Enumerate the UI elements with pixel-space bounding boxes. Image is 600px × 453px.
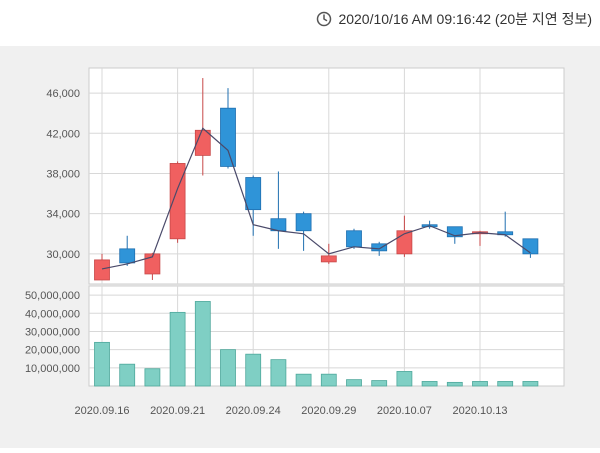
price-tick-label: 34,000 <box>46 209 80 221</box>
volume-bar <box>270 359 287 387</box>
x-tick-label: 2020.09.21 <box>150 405 205 417</box>
candle-body <box>446 226 463 238</box>
volume-bar <box>396 371 413 387</box>
x-tick-label: 2020.10.07 <box>377 405 432 417</box>
moving-average-line <box>101 127 531 270</box>
candle-body <box>94 259 110 281</box>
volume-bar <box>194 301 211 387</box>
stock-chart-panel: 30,000 34,000 38,000 42,000 46,000 10,000,000… <box>0 46 600 448</box>
candle-body <box>144 253 161 275</box>
candle-body <box>371 243 388 252</box>
volume-bar <box>144 368 161 387</box>
timestamp-text: 2020/10/16 AM 09:16:42 (20분 지연 정보) <box>338 11 592 27</box>
volume-bar <box>94 341 110 387</box>
candlestick <box>94 253 110 281</box>
volume-bar <box>169 311 186 387</box>
x-tick-label: 2020.09.29 <box>301 405 356 417</box>
candlestick <box>295 211 312 251</box>
volume-bar <box>446 381 463 387</box>
volume-bar <box>371 380 388 387</box>
candle-body <box>320 255 337 263</box>
ma-polyline <box>101 127 531 270</box>
candle-body <box>522 238 539 255</box>
candle-body <box>194 129 211 156</box>
candle-body <box>346 230 362 248</box>
price-plot-background <box>88 67 565 285</box>
x-tick-label: 2020.10.13 <box>452 405 507 417</box>
candlestick <box>220 88 236 169</box>
price-tick-label: 38,000 <box>46 168 80 180</box>
volume-bars <box>94 301 539 387</box>
volume-bar <box>472 381 488 387</box>
candle-body <box>295 213 312 232</box>
volume-bar <box>119 363 136 387</box>
volume-bar <box>497 381 514 387</box>
volume-bar <box>295 373 312 387</box>
candle-body <box>220 107 236 167</box>
top-bar: 2020/10/16 AM 09:16:42 (20분 지연 정보) <box>0 0 600 46</box>
volume-tick-label: 50,000,000 <box>25 290 80 302</box>
axis-labels: 30,000 34,000 38,000 42,000 46,000 10,000,000… <box>25 88 508 417</box>
candlestick <box>245 175 262 236</box>
volume-tick-label: 30,000,000 <box>25 326 80 338</box>
volume-bar <box>220 349 236 387</box>
candlestick <box>119 235 136 266</box>
price-tick-label: 30,000 <box>46 249 80 261</box>
x-tick-label: 2020.09.16 <box>74 405 129 417</box>
volume-tick-label: 20,000,000 <box>25 345 80 357</box>
candle-body <box>245 177 262 211</box>
volume-plot-background <box>88 285 565 387</box>
candlesticks <box>94 78 539 281</box>
candle-body <box>119 248 136 264</box>
stock-chart: 30,000 34,000 38,000 42,000 46,000 10,000,000… <box>25 67 565 417</box>
candle-body <box>169 163 186 240</box>
price-tick-label: 46,000 <box>46 88 80 100</box>
volume-bar <box>522 381 539 387</box>
timestamp-display: 2020/10/16 AM 09:16:42 (20분 지연 정보) <box>316 9 592 29</box>
volume-bar <box>421 381 438 387</box>
volume-bar <box>320 373 337 387</box>
volume-bar <box>245 353 262 387</box>
clock-icon <box>316 11 332 27</box>
candlestick <box>169 161 186 243</box>
volume-bar <box>346 379 362 387</box>
candlestick <box>346 228 362 249</box>
volume-tick-label: 10,000,000 <box>25 363 80 375</box>
x-tick-label: 2020.09.24 <box>226 405 281 417</box>
volume-tick-label: 40,000,000 <box>25 308 80 320</box>
price-tick-label: 42,000 <box>46 128 80 140</box>
